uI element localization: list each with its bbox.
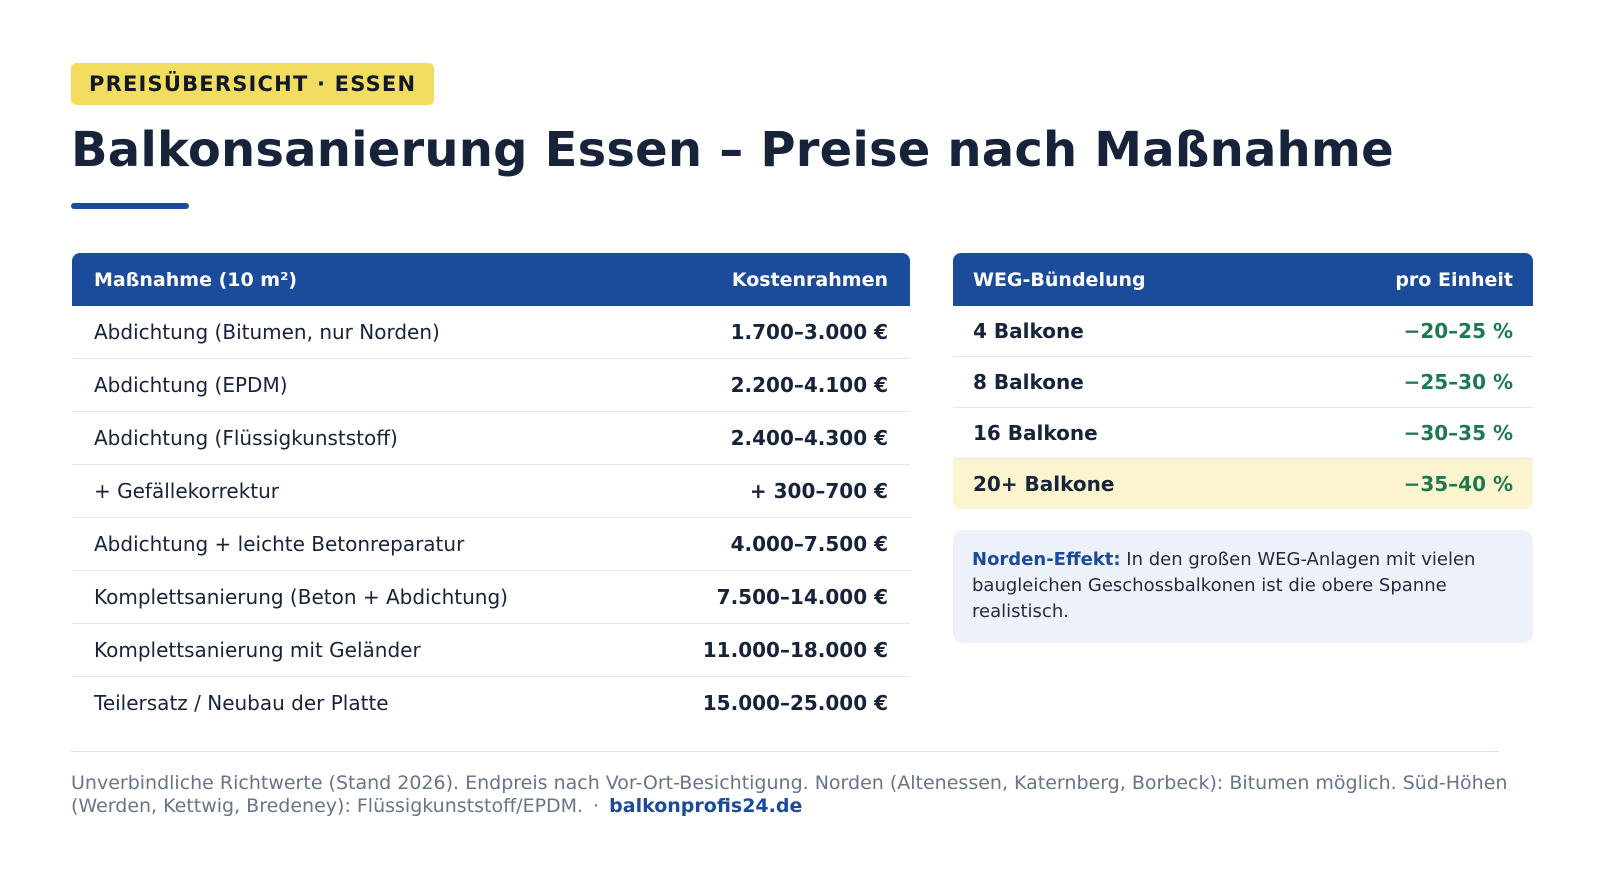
row-value: 4.000–7.500 € <box>730 532 888 556</box>
discount-value: −25–30 % <box>1403 370 1513 394</box>
table-row-highlighted: 20+ Balkone −35–40 % <box>953 459 1533 509</box>
footer-separator: · <box>593 795 600 817</box>
table-row: 16 Balkone −30–35 % <box>953 408 1533 459</box>
row-label: 16 Balkone <box>973 421 1098 445</box>
bundling-table: WEG-Bündelung pro Einheit 4 Balkone −20–… <box>953 253 1533 509</box>
price-table-header: Maßnahme (10 m²) Kostenrahmen <box>72 253 910 306</box>
row-label: 20+ Balkone <box>973 472 1115 496</box>
row-label: 4 Balkone <box>973 319 1084 343</box>
row-value: 15.000–25.000 € <box>702 691 888 715</box>
row-label: Komplettsanierung (Beton + Abdichtung) <box>94 585 508 609</box>
table-row: Abdichtung + leichte Betonreparatur 4.00… <box>72 518 910 571</box>
row-value: 2.400–4.300 € <box>730 426 888 450</box>
discount-value: −30–35 % <box>1403 421 1513 445</box>
row-value: + 300–700 € <box>749 479 888 503</box>
footer-text: Unverbindliche Richtwerte (Stand 2026). … <box>71 772 1508 817</box>
row-label: 8 Balkone <box>973 370 1084 394</box>
note-lead: Norden-Effekt: <box>972 549 1121 570</box>
bundling-panel: WEG-Bündelung pro Einheit 4 Balkone −20–… <box>953 253 1533 643</box>
table-row: Komplettsanierung (Beton + Abdichtung) 7… <box>72 571 910 624</box>
row-label: Teilersatz / Neubau der Platte <box>94 691 389 715</box>
row-label: Abdichtung (Bitumen, nur Norden) <box>94 320 440 344</box>
category-badge: PREISÜBERSICHT · ESSEN <box>71 63 435 105</box>
table-row: 4 Balkone −20–25 % <box>953 306 1533 357</box>
title-underline <box>71 203 189 209</box>
row-value: 2.200–4.100 € <box>730 373 888 397</box>
row-label: Komplettsanierung mit Geländer <box>94 638 421 662</box>
note-text: In den großen WEG-Anlagen mit vielen bau… <box>972 549 1476 622</box>
info-note: Norden-Effekt: In den großen WEG-Anlagen… <box>953 530 1533 643</box>
bundling-header-label: WEG-Bündelung <box>973 268 1146 291</box>
row-label: + Gefällekorrektur <box>94 479 280 503</box>
discount-value: −35–40 % <box>1403 472 1513 496</box>
row-label: Abdichtung + leichte Betonreparatur <box>94 532 465 556</box>
footer-divider <box>71 751 1499 752</box>
bundling-table-header: WEG-Bündelung pro Einheit <box>953 253 1533 306</box>
row-label: Abdichtung (EPDM) <box>94 373 288 397</box>
table-row: Teilersatz / Neubau der Platte 15.000–25… <box>72 677 910 729</box>
website-link[interactable]: balkonprofis24.de <box>609 795 803 817</box>
table-row: + Gefällekorrektur + 300–700 € <box>72 465 910 518</box>
row-value: 11.000–18.000 € <box>702 638 888 662</box>
bundling-header-unit: pro Einheit <box>1395 268 1513 291</box>
price-table-header-measure: Maßnahme (10 m²) <box>94 268 298 291</box>
table-row: Abdichtung (Bitumen, nur Norden) 1.700–3… <box>72 306 910 359</box>
table-row: Abdichtung (Flüssigkunststoff) 2.400–4.3… <box>72 412 910 465</box>
page-title: Balkonsanierung Essen – Preise nach Maßn… <box>71 122 1394 178</box>
discount-value: −20–25 % <box>1403 319 1513 343</box>
table-row: Abdichtung (EPDM) 2.200–4.100 € <box>72 359 910 412</box>
table-row: Komplettsanierung mit Geländer 11.000–18… <box>72 624 910 677</box>
page: PREISÜBERSICHT · ESSEN Balkonsanierung E… <box>71 63 1533 715</box>
table-row: 8 Balkone −25–30 % <box>953 357 1533 408</box>
row-value: 1.700–3.000 € <box>730 320 888 344</box>
row-value: 7.500–14.000 € <box>716 585 888 609</box>
price-table-header-cost: Kostenrahmen <box>731 268 888 291</box>
price-table: Maßnahme (10 m²) Kostenrahmen Abdichtung… <box>72 253 910 729</box>
footer-disclaimer: Unverbindliche Richtwerte (Stand 2026). … <box>71 772 1511 818</box>
row-label: Abdichtung (Flüssigkunststoff) <box>94 426 398 450</box>
